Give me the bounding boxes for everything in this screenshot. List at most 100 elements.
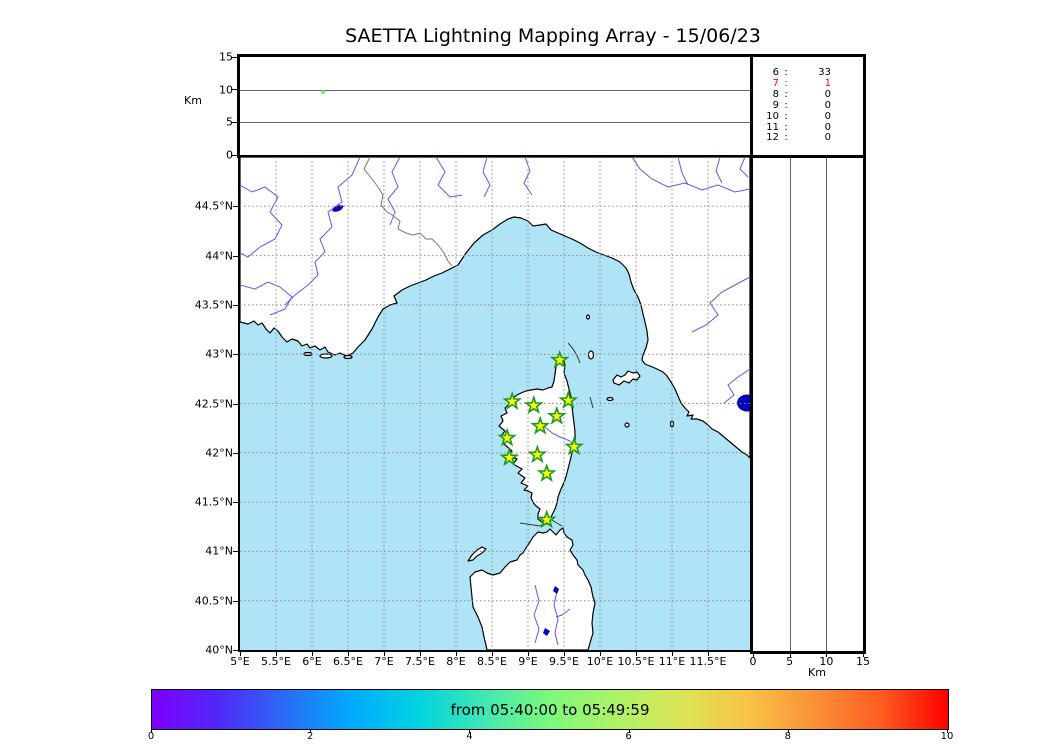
top-panel-tick-mark — [231, 89, 237, 91]
right-panel-tick-label: 0 — [749, 655, 757, 668]
lon-tick-mark — [564, 652, 565, 656]
station-star-marker — [530, 415, 551, 435]
lon-tick-label: 6.5°E — [333, 655, 363, 668]
right-panel-tick-mark — [789, 653, 791, 657]
station-count-n: 8 — [772, 88, 779, 100]
lon-tick-mark — [384, 652, 385, 656]
gorgona-island — [585, 314, 591, 320]
lon-tick-label: 11°E — [658, 655, 686, 668]
colorbar-tick-mark — [469, 729, 471, 733]
colorbar-tick-label: 0 — [147, 731, 155, 742]
station-count-row: 12: 0 — [753, 133, 863, 144]
station-star-marker — [527, 444, 548, 464]
lat-tick-mark — [233, 403, 238, 405]
altitude-gridline — [789, 158, 791, 651]
station-count-colon: : — [784, 132, 788, 144]
lon-tick-label: 11.5°E — [689, 655, 727, 668]
lon-tick-mark — [600, 652, 601, 656]
colorbar-tick-mark — [310, 729, 312, 733]
station-markers — [497, 349, 585, 529]
station-count-n: 6 — [772, 67, 779, 78]
top-panel-tick-label: 10 — [219, 83, 233, 97]
sardinia-lake-2 — [543, 628, 550, 636]
lat-tick-label: 40.5°N — [194, 594, 233, 608]
station-star-marker — [536, 463, 557, 482]
station-count-value: 0 — [824, 121, 831, 133]
altitude-gridline — [240, 89, 750, 91]
sardinia-lake-1 — [553, 586, 559, 594]
station-star-marker — [499, 447, 520, 467]
station-count-n: 9 — [772, 99, 779, 111]
station-count-value: 0 — [824, 88, 831, 100]
station-star-marker — [564, 436, 585, 456]
lon-tick-mark — [420, 652, 421, 656]
lat-tick-label: 43°N — [205, 347, 233, 361]
chart-title: SAETTA Lightning Mapping Array - 15/06/2… — [345, 25, 761, 47]
lon-tick-label: 7°E — [374, 655, 394, 668]
colorbar-label: from 05:40:00 to 05:49:59 — [450, 700, 650, 719]
station-star-marker — [502, 391, 523, 410]
asinara-island — [467, 546, 487, 562]
lon-tick-mark — [312, 652, 313, 656]
station-count-value: 0 — [824, 110, 831, 122]
lat-tick-mark — [233, 452, 238, 454]
lon-tick-label: 6°E — [302, 655, 322, 668]
lat-tick-mark — [233, 255, 238, 257]
right-panel-tick-label: 15 — [856, 655, 870, 668]
right-panel-tick-label: 5 — [786, 655, 794, 668]
lon-tick-label: 5°E — [230, 655, 250, 668]
station-count-n: 12 — [766, 132, 779, 144]
station-count-colon: : — [784, 88, 788, 100]
colorbar-tick-label: 2 — [307, 731, 314, 742]
lat-tick-mark — [233, 502, 238, 504]
lon-tick-label: 5.5°E — [261, 655, 291, 668]
station-count-value: 1 — [824, 77, 831, 89]
lon-tick-label: 8°E — [446, 655, 466, 668]
graticule — [240, 157, 750, 650]
lat-tick-mark — [233, 206, 238, 208]
top-panel-tick-mark — [231, 121, 237, 123]
map — [239, 156, 757, 651]
colorbar-tick-label: 6 — [625, 731, 632, 742]
lon-tick-label: 7.5°E — [405, 655, 435, 668]
lat-tick-label: 42.5°N — [194, 397, 233, 410]
station-count-colon: : — [784, 110, 788, 122]
lon-tick-mark — [240, 652, 241, 656]
station-counts-panel: 6: 33 7: 1 8: 0 9: 0 10: 0 11: 0 12: 0 — [750, 54, 866, 158]
mainland-france-italy — [239, 156, 751, 459]
right-panel-tick-label: 10 — [819, 655, 834, 668]
colorbar-tick-label: 8 — [784, 731, 791, 742]
colorbar-tick-label: 4 — [466, 731, 473, 742]
right-panel-tick-mark — [826, 653, 828, 657]
capraia-island — [587, 350, 595, 360]
station-star-marker — [549, 349, 570, 369]
lat-tick-mark — [233, 650, 238, 651]
station-count-n: 11 — [766, 121, 779, 133]
lat-tick-label: 41°N — [205, 544, 233, 558]
lat-tick-label: 43.5°N — [194, 298, 233, 312]
colorbar-tick-mark — [947, 729, 948, 733]
lon-tick-label: 10.5°E — [617, 655, 655, 668]
lat-tick-mark — [233, 600, 238, 602]
altitude-latitude-panel — [750, 155, 866, 654]
station-count-n: 10 — [766, 110, 779, 122]
montecristo-island — [624, 422, 630, 428]
station-count-row: 10: 0 — [753, 110, 863, 123]
station-count-value: 0 — [824, 132, 831, 144]
station-star-marker — [546, 405, 567, 425]
lat-tick-label: 44.5°N — [194, 199, 233, 213]
lon-tick-mark — [456, 652, 457, 656]
country-border — [363, 156, 453, 267]
pianosa-island — [606, 396, 614, 402]
lon-tick-label: 10°E — [586, 655, 614, 668]
top-panel-tick-label: 0 — [226, 148, 233, 162]
station-count-colon: : — [784, 121, 788, 133]
top-panel-tick-label: 15 — [219, 50, 233, 64]
station-count-row: 7: 1 — [753, 77, 863, 90]
lon-tick-label: 9°E — [518, 655, 538, 668]
lat-tick-label: 40°N — [205, 643, 233, 657]
station-star-marker — [497, 427, 517, 447]
top-panel-tick-mark — [231, 154, 237, 156]
hyeres-island-2 — [319, 353, 333, 359]
